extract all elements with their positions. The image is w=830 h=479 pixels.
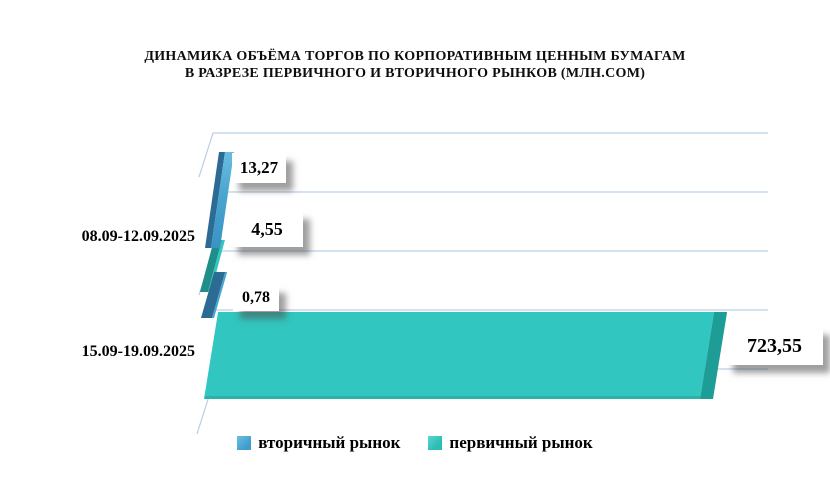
legend-item-secondary-market: вторичный рынок [237, 433, 400, 453]
value-label-primary-period2: 723,55 [726, 327, 823, 365]
value-label-primary-period1: 4,55 [231, 211, 303, 247]
legend-swatch-primary-icon [428, 436, 443, 450]
value-label-secondary-period1: 13,27 [232, 153, 286, 183]
legend-swatch-secondary-icon [237, 436, 252, 450]
legend: вторичный рынок первичный рынок [0, 433, 830, 453]
bar-primary-market-period2 [204, 312, 728, 399]
category-label-period2: 15.09-19.09.2025 [81, 343, 195, 360]
legend-item-primary-market: первичный рынок [428, 433, 593, 453]
chart-title-line2: В РАЗРЕЗЕ ПЕРВИЧНОГО И ВТОРИЧНОГО РЫНКОВ… [184, 66, 646, 81]
value-label-secondary-period2: 0,78 [233, 285, 279, 311]
legend-label-primary: первичный рынок [449, 433, 593, 452]
category-label-period1: 08.09-12.09.2025 [81, 228, 195, 245]
chart-title: ДИНАМИКА ОБЪЁМА ТОРГОВ ПО КОРПОРАТИВНЫМ … [0, 48, 830, 82]
bar-front-face [204, 312, 715, 399]
chart-title-line1: ДИНАМИКА ОБЪЁМА ТОРГОВ ПО КОРПОРАТИВНЫМ … [144, 49, 686, 64]
legend-label-secondary: вторичный рынок [258, 433, 401, 452]
